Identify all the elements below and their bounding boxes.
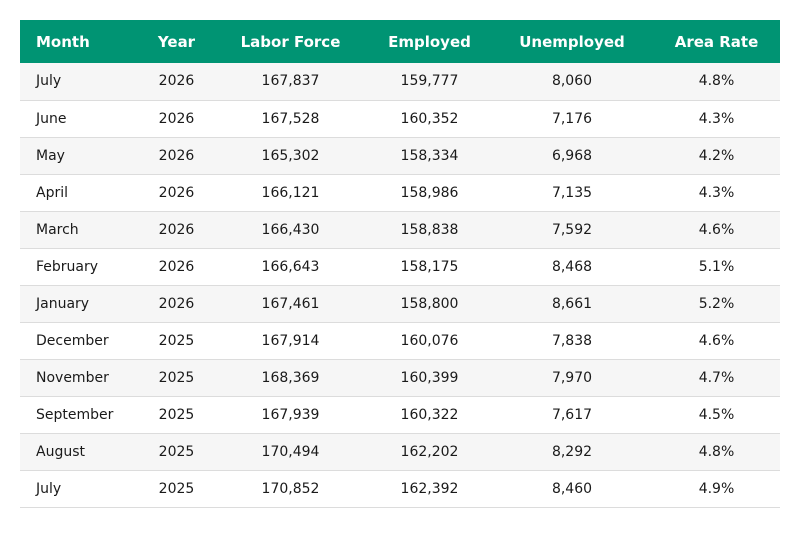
month-cell: July (36, 480, 62, 497)
unemployed-cell: 8,060 (551, 73, 593, 90)
table-row: July 2026 167,837 159,777 8,060 4.8% (20, 63, 780, 100)
month-cell: February (36, 258, 99, 275)
labor-force-cell: 166,121 (261, 184, 320, 201)
employed-cell: 158,800 (400, 295, 459, 312)
area-rate-cell: 4.3% (698, 184, 735, 201)
employed-cell: 158,986 (400, 184, 459, 201)
employed-cell: 158,838 (400, 221, 459, 238)
labor-force-cell: 170,494 (261, 443, 320, 460)
area-rate-cell: 4.8% (698, 443, 735, 460)
month-cell: July (36, 73, 62, 90)
employed-cell: 160,322 (400, 406, 459, 423)
year-cell: 2026 (158, 110, 195, 127)
unemployed-cell: 7,135 (551, 184, 593, 201)
table-header: Month Year Labor Force Employed Unemploy… (20, 20, 780, 63)
table-row: September 2025 167,939 160,322 7,617 4.5% (20, 396, 780, 433)
area-rate-cell: 5.2% (698, 295, 735, 312)
unemployed-cell: 7,176 (551, 110, 593, 127)
month-cell: March (36, 221, 79, 238)
labor-force-cell: 166,430 (261, 221, 320, 238)
employed-cell: 158,334 (400, 147, 459, 164)
labor-force-cell: 167,528 (261, 110, 320, 127)
area-rate-cell: 4.6% (698, 221, 735, 238)
labor-force-cell: 167,939 (261, 406, 320, 423)
unemployed-cell: 7,592 (551, 221, 593, 238)
labor-data-table: Month Year Labor Force Employed Unemploy… (20, 20, 780, 508)
year-cell: 2025 (158, 369, 195, 386)
unemployed-cell: 6,968 (551, 147, 593, 164)
year-cell: 2025 (158, 480, 195, 497)
employed-cell: 160,352 (400, 110, 459, 127)
column-header-unemployed: Unemployed (519, 32, 625, 51)
area-rate-cell: 4.6% (698, 332, 735, 349)
area-rate-cell: 5.1% (698, 258, 735, 275)
unemployed-cell: 8,460 (551, 480, 593, 497)
year-cell: 2026 (158, 258, 195, 275)
table-row: January 2026 167,461 158,800 8,661 5.2% (20, 285, 780, 322)
labor-force-cell: 165,302 (261, 147, 320, 164)
employed-cell: 160,076 (400, 332, 459, 349)
area-rate-cell: 4.9% (698, 480, 735, 497)
employed-cell: 159,777 (400, 73, 459, 90)
area-rate-cell: 4.8% (698, 73, 735, 90)
year-cell: 2026 (158, 221, 195, 238)
area-rate-cell: 4.5% (698, 406, 735, 423)
year-cell: 2025 (158, 406, 195, 423)
month-cell: August (36, 443, 85, 460)
area-rate-cell: 4.7% (698, 369, 735, 386)
column-header-labor-force: Labor Force (240, 32, 341, 51)
unemployed-cell: 7,617 (551, 406, 593, 423)
labor-force-cell: 170,852 (261, 480, 320, 497)
table-row: July 2025 170,852 162,392 8,460 4.9% (20, 470, 780, 507)
labor-force-cell: 167,914 (261, 332, 320, 349)
month-cell: September (36, 406, 114, 423)
month-cell: December (36, 332, 109, 349)
month-cell: January (36, 295, 90, 312)
month-cell: May (36, 147, 65, 164)
table-row: November 2025 168,369 160,399 7,970 4.7% (20, 359, 780, 396)
column-header-year: Year (157, 32, 196, 51)
table-row: February 2026 166,643 158,175 8,468 5.1% (20, 248, 780, 285)
unemployed-cell: 8,292 (551, 443, 593, 460)
employed-cell: 162,202 (400, 443, 459, 460)
month-cell: June (36, 110, 67, 127)
month-cell: April (36, 184, 68, 201)
labor-force-cell: 167,461 (261, 295, 320, 312)
employed-cell: 158,175 (400, 258, 459, 275)
year-cell: 2026 (158, 73, 195, 90)
table-body: July 2026 167,837 159,777 8,060 4.8% June 2026 1… (20, 63, 780, 507)
labor-force-cell: 167,837 (261, 73, 320, 90)
year-cell: 2025 (158, 332, 195, 349)
unemployed-cell: 8,468 (551, 258, 593, 275)
unemployed-cell: 7,970 (551, 369, 593, 386)
table-row: May 2026 165,302 158,334 6,968 4.2% (20, 137, 780, 174)
column-header-month: Month (36, 32, 90, 51)
area-rate-cell: 4.3% (698, 110, 735, 127)
table-header-row: Month Year Labor Force Employed Unemploy… (20, 20, 780, 63)
year-cell: 2026 (158, 184, 195, 201)
unemployed-cell: 7,838 (551, 332, 593, 349)
column-header-employed: Employed (388, 32, 471, 51)
month-cell: November (36, 369, 109, 386)
employed-cell: 160,399 (400, 369, 459, 386)
labor-data-table-container: Month Year Labor Force Employed Unemploy… (20, 20, 780, 508)
labor-force-cell: 166,643 (261, 258, 320, 275)
table-row: April 2026 166,121 158,986 7,135 4.3% (20, 174, 780, 211)
table-row: June 2026 167,528 160,352 7,176 4.3% (20, 100, 780, 137)
year-cell: 2026 (158, 147, 195, 164)
table-row: December 2025 167,914 160,076 7,838 4.6% (20, 322, 780, 359)
employed-cell: 162,392 (400, 480, 459, 497)
column-header-area-rate: Area Rate (674, 32, 759, 51)
area-rate-cell: 4.2% (698, 147, 735, 164)
unemployed-cell: 8,661 (551, 295, 593, 312)
table-row: March 2026 166,430 158,838 7,592 4.6% (20, 211, 780, 248)
table-row: August 2025 170,494 162,202 8,292 4.8% (20, 433, 780, 470)
labor-force-cell: 168,369 (261, 369, 320, 386)
year-cell: 2025 (158, 443, 195, 460)
year-cell: 2026 (158, 295, 195, 312)
